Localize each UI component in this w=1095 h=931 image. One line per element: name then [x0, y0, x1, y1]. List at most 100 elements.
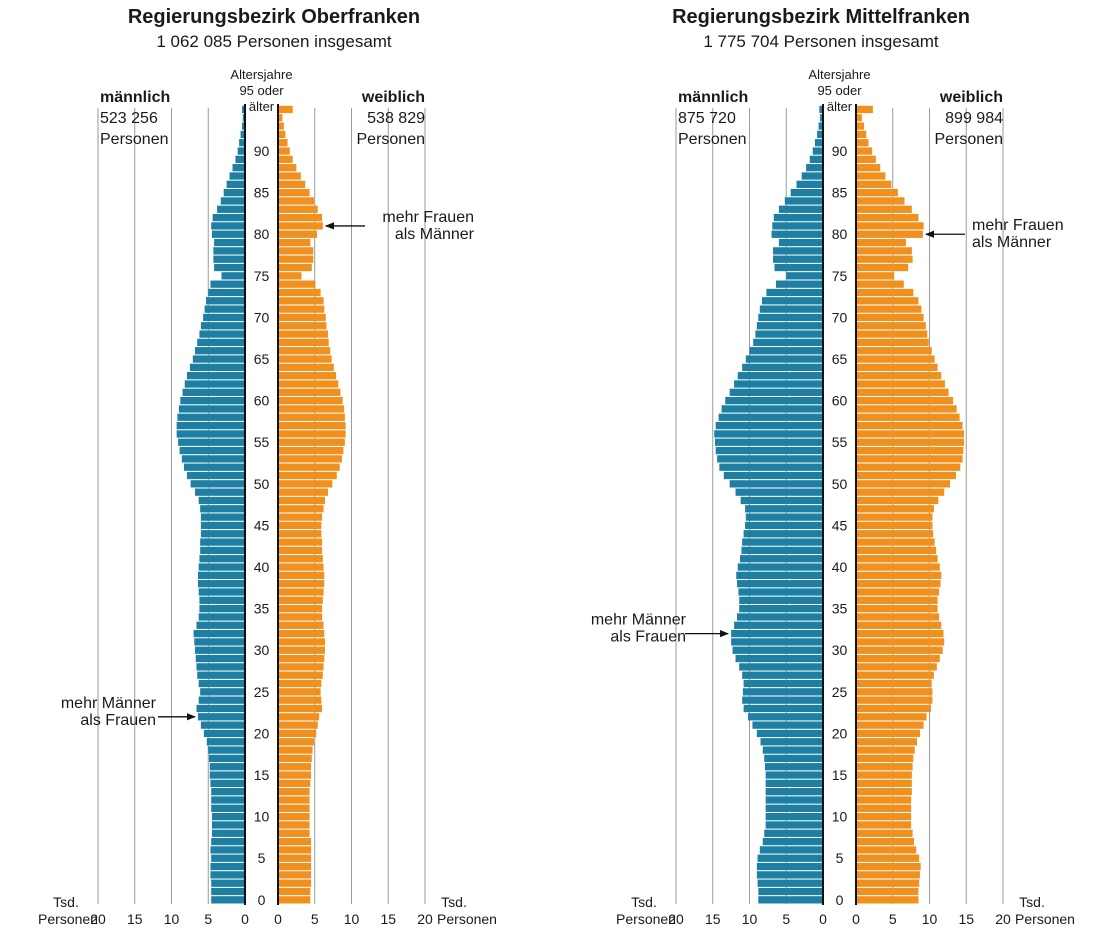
bar-female-age-35 — [278, 604, 323, 613]
male-total: 523 256 — [100, 110, 158, 127]
bar-male-age-92 — [240, 130, 245, 139]
bar-female-age-10 — [856, 812, 912, 821]
bar-female-age-20 — [278, 729, 317, 738]
female-legend-label: weiblich — [939, 89, 1003, 106]
bar-female-age-76 — [278, 263, 312, 272]
bar-male-age-16 — [209, 763, 245, 771]
bar-female-age-90 — [856, 147, 873, 155]
bar-male-age-30 — [732, 646, 823, 654]
bar-male-age-34 — [198, 613, 245, 621]
bar-male-age-52 — [719, 463, 823, 471]
annotation-more-men: als Frauen — [610, 629, 686, 646]
bar-male-age-70 — [758, 313, 823, 322]
bar-female-age-85 — [278, 188, 310, 197]
x-tick-label-female: 5 — [889, 911, 897, 927]
bar-female-age-9 — [856, 821, 912, 829]
bar-male-age-70 — [203, 313, 245, 322]
bar-female-age-70 — [278, 313, 326, 322]
bar-female-age-93 — [856, 122, 865, 130]
bar-male-age-38 — [737, 580, 823, 588]
age-tick-label: 50 — [832, 476, 848, 492]
bar-female-age-64 — [856, 363, 938, 372]
bar-female-age-10 — [278, 812, 310, 821]
x-tick-label-male: 0 — [241, 911, 249, 927]
bar-female-age-64 — [278, 363, 334, 372]
bar-male-age-84 — [220, 197, 245, 205]
bar-female-age-11 — [856, 804, 912, 812]
bar-female-age-53 — [856, 455, 963, 463]
population-pyramid-mittelfranken: 051015202530354045505560657075808590Alte… — [591, 67, 1075, 927]
bar-male-age-22 — [197, 713, 245, 721]
bar-male-age-76 — [214, 263, 245, 272]
bar-male-age-8 — [211, 829, 245, 837]
bar-male-age-49 — [735, 488, 823, 496]
bar-male-age-91 — [239, 139, 245, 147]
bar-female-age-73 — [278, 288, 321, 297]
bar-female-age-65 — [856, 355, 935, 363]
bar-male-age-88 — [806, 164, 823, 172]
bar-male-age-27 — [197, 671, 245, 679]
bar-female-age-63 — [278, 372, 337, 380]
bar-male-age-67 — [197, 338, 245, 347]
bar-female-age-81 — [856, 222, 924, 230]
bar-male-age-68 — [199, 330, 245, 338]
bar-female-age-21 — [856, 721, 924, 729]
bar-female-age-15 — [856, 771, 912, 779]
bar-female-age-50 — [278, 480, 333, 488]
bar-female-age-95 — [278, 105, 293, 114]
bar-male-age-62 — [734, 380, 823, 388]
bar-female-age-48 — [278, 496, 326, 505]
age-header-line-2: 95 oder — [817, 83, 862, 98]
bar-female-age-69 — [856, 322, 926, 330]
bar-male-age-43 — [200, 538, 245, 546]
bar-male-age-53 — [717, 455, 823, 463]
female-persons-label: Personen — [357, 131, 426, 148]
bar-male-age-59 — [178, 405, 245, 413]
bar-male-age-5 — [211, 854, 245, 862]
bar-female-age-81 — [278, 222, 323, 230]
bar-male-age-72 — [761, 297, 823, 305]
bar-male-age-64 — [742, 363, 823, 372]
bar-female-age-44 — [856, 530, 934, 538]
bar-male-age-35 — [739, 604, 823, 613]
bar-male-age-20 — [756, 729, 823, 738]
bar-female-age-59 — [856, 405, 957, 413]
bar-female-age-18 — [278, 746, 313, 754]
bar-male-age-63 — [737, 372, 823, 380]
x-tick-label-male: 20 — [668, 911, 684, 927]
bar-female-age-57 — [856, 421, 963, 430]
x-tick-label-female: 15 — [380, 911, 396, 927]
bar-male-age-82 — [773, 213, 823, 222]
bar-female-age-44 — [278, 530, 322, 538]
bar-male-age-18 — [208, 746, 245, 754]
bar-female-age-13 — [278, 788, 310, 796]
bar-male-age-57 — [715, 421, 823, 430]
bar-female-age-26 — [278, 679, 322, 688]
age-tick-label: 65 — [832, 351, 848, 367]
bar-female-age-43 — [278, 538, 323, 546]
bar-male-age-6 — [210, 846, 245, 854]
bar-male-age-80 — [211, 230, 245, 238]
bar-female-age-23 — [856, 704, 931, 713]
bar-female-age-49 — [856, 488, 945, 496]
bar-female-age-83 — [856, 205, 912, 213]
bar-male-age-91 — [814, 139, 823, 147]
age-tick-label: 10 — [832, 809, 848, 825]
bar-male-age-38 — [197, 580, 245, 588]
bar-male-age-47 — [200, 505, 245, 513]
bar-male-age-63 — [186, 372, 245, 380]
age-tick-label: 55 — [832, 434, 848, 450]
bar-female-age-30 — [278, 646, 326, 654]
bar-male-age-57 — [176, 421, 245, 430]
bar-male-age-95 — [819, 105, 823, 114]
bar-female-age-57 — [278, 421, 346, 430]
bar-male-age-12 — [211, 796, 245, 804]
bar-female-age-95 — [856, 105, 873, 114]
bar-female-age-68 — [278, 330, 328, 338]
bar-male-age-74 — [210, 280, 245, 288]
bar-female-age-41 — [856, 555, 938, 563]
bar-male-age-17 — [208, 754, 245, 763]
bar-male-age-90 — [237, 147, 245, 155]
age-tick-label: 25 — [832, 684, 848, 700]
bar-female-age-39 — [278, 571, 325, 580]
